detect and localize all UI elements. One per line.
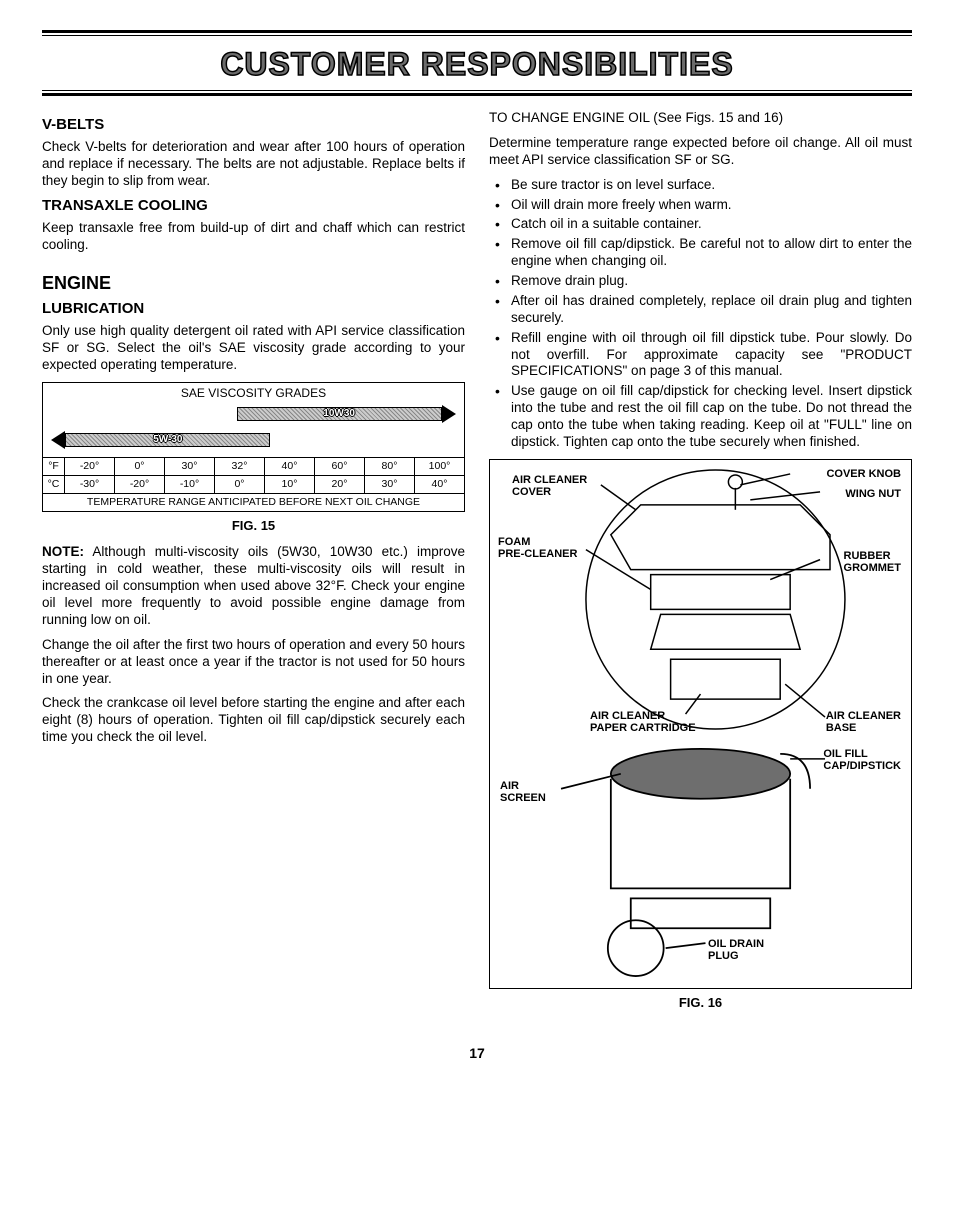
- heading-vbelts: V-BELTS: [42, 116, 465, 135]
- sae-f-row: °F -20°0°30°32°40°60°80°100°: [43, 457, 464, 475]
- tick: -20°: [65, 458, 115, 475]
- text-lubrication: Only use high quality detergent oil rate…: [42, 323, 465, 374]
- arrow-right-icon: [442, 405, 456, 423]
- engine-svg: [490, 460, 911, 988]
- sae-bands: 10W30 5W-30: [43, 401, 464, 457]
- oil-step: Remove oil fill cap/dipstick. Be careful…: [489, 236, 912, 270]
- text-change-intro: Determine temperature range expected bef…: [489, 135, 912, 169]
- text-check-level: Check the crankcase oil level before sta…: [42, 695, 465, 746]
- band-10w30-label: 10W30: [237, 407, 442, 421]
- rule: [42, 93, 912, 96]
- tick: -20°: [115, 476, 165, 493]
- fig16-caption: FIG. 16: [489, 995, 912, 1011]
- rule: [42, 90, 912, 91]
- right-column: TO CHANGE ENGINE OIL (See Figs. 15 and 1…: [489, 110, 912, 1021]
- heading-change-oil: TO CHANGE ENGINE OIL (See Figs. 15 and 1…: [489, 110, 912, 127]
- tick: 100°: [415, 458, 464, 475]
- sae-title: SAE VISCOSITY GRADES: [43, 383, 464, 401]
- oil-step: After oil has drained completely, replac…: [489, 293, 912, 327]
- rule: [42, 35, 912, 36]
- text-vbelts: Check V-belts for deterioration and wear…: [42, 139, 465, 190]
- fig16-diagram: COVER KNOB WING NUT AIR CLEANER COVER FO…: [489, 459, 912, 989]
- text-transaxle: Keep transaxle free from build-up of dir…: [42, 220, 465, 254]
- oil-step: Catch oil in a suitable container.: [489, 216, 912, 233]
- oil-change-steps: Be sure tractor is on level surface. Oil …: [489, 177, 912, 451]
- tick: 30°: [165, 458, 215, 475]
- tick: -30°: [65, 476, 115, 493]
- note-paragraph: NOTE: Although multi-viscosity oils (5W3…: [42, 544, 465, 628]
- sae-viscosity-chart: SAE VISCOSITY GRADES 10W30 5W-30 °F -20°…: [42, 382, 465, 512]
- tick: 40°: [415, 476, 464, 493]
- band-10w30: 10W30: [237, 405, 456, 423]
- page-title: CUSTOMER RESPONSIBILITIES: [42, 44, 912, 84]
- sae-c-row: °C -30°-20°-10°0°10°20°30°40°: [43, 475, 464, 493]
- arrow-left-icon: [51, 431, 65, 449]
- text-change-oil: Change the oil after the first two hours…: [42, 637, 465, 688]
- oil-step: Oil will drain more freely when warm.: [489, 197, 912, 214]
- tick: 0°: [215, 476, 265, 493]
- unit-c: °C: [43, 476, 65, 493]
- band-5w30: 5W-30: [51, 431, 270, 449]
- tick: 40°: [265, 458, 315, 475]
- oil-step: Be sure tractor is on level surface.: [489, 177, 912, 194]
- tick: 10°: [265, 476, 315, 493]
- left-column: V-BELTS Check V-belts for deterioration …: [42, 110, 465, 1021]
- tick: 30°: [365, 476, 415, 493]
- sae-footer: TEMPERATURE RANGE ANTICIPATED BEFORE NEX…: [43, 493, 464, 511]
- heading-transaxle: TRANSAXLE COOLING: [42, 197, 465, 216]
- band-5w30-label: 5W-30: [65, 433, 270, 447]
- fig15-caption: FIG. 15: [42, 518, 465, 534]
- oil-step: Remove drain plug.: [489, 273, 912, 290]
- rule: [42, 30, 912, 33]
- oil-step: Use gauge on oil fill cap/dipstick for c…: [489, 383, 912, 451]
- heading-engine: ENGINE: [42, 272, 465, 295]
- tick: 32°: [215, 458, 265, 475]
- unit-f: °F: [43, 458, 65, 475]
- oil-step: Refill engine with oil through oil fill …: [489, 330, 912, 381]
- note-lead: NOTE:: [42, 544, 84, 559]
- tick: 20°: [315, 476, 365, 493]
- tick: -10°: [165, 476, 215, 493]
- note-text: Although multi-viscosity oils (5W30, 10W…: [42, 544, 465, 627]
- content-columns: V-BELTS Check V-belts for deterioration …: [42, 110, 912, 1021]
- tick: 80°: [365, 458, 415, 475]
- page-number: 17: [42, 1045, 912, 1063]
- tick: 0°: [115, 458, 165, 475]
- tick: 60°: [315, 458, 365, 475]
- heading-lubrication: LUBRICATION: [42, 300, 465, 319]
